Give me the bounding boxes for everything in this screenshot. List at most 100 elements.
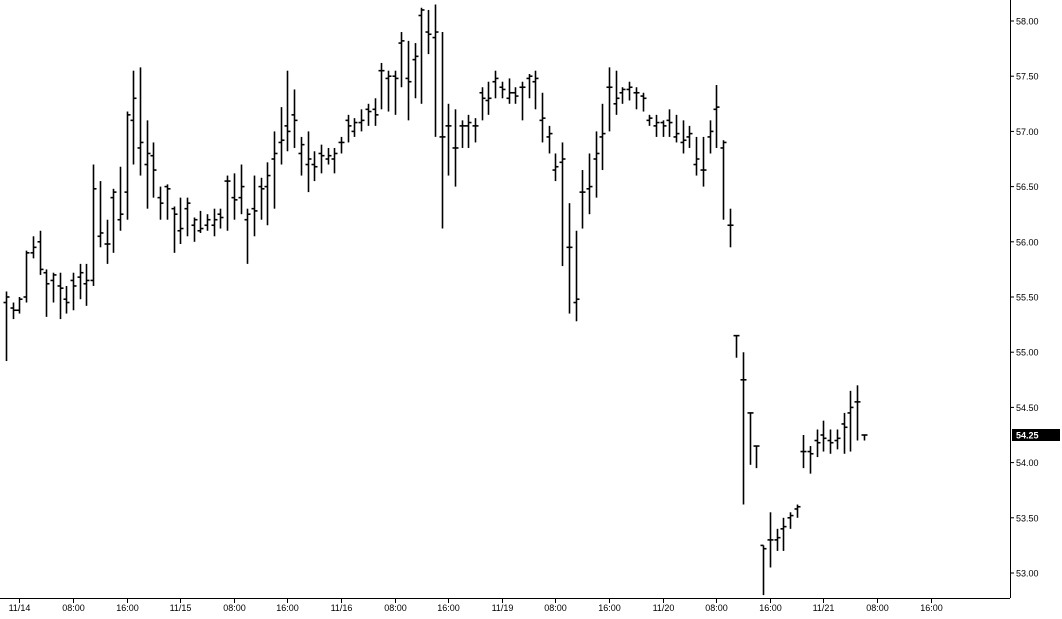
ohlc-bar — [83, 263, 90, 306]
ohlc-bar — [439, 32, 446, 229]
ohlc-bar — [305, 131, 312, 193]
last-price-marker: 54.25 — [1012, 429, 1060, 441]
ohlc-bar — [774, 528, 781, 551]
ohlc-bar — [465, 114, 472, 148]
ohlc-bar — [700, 136, 707, 187]
ohlc-bar — [519, 81, 526, 121]
ohlc-bar — [358, 109, 365, 132]
ohlc-bar — [351, 118, 358, 137]
ohlc-bar — [459, 120, 466, 148]
time-tick-label: 16:00 — [920, 603, 943, 613]
ohlc-bar — [331, 147, 338, 174]
ohlc-bar — [43, 269, 50, 317]
ohlc-bar — [485, 81, 492, 115]
ohlc-bar — [680, 120, 687, 154]
ohlc-bar — [686, 125, 693, 148]
time-tick-label: 08:00 — [705, 603, 728, 613]
ohlc-bar — [385, 70, 392, 112]
ohlc-bar — [539, 92, 546, 143]
price-bars — [3, 4, 868, 596]
price-tick-label: 54.50 — [1016, 403, 1039, 413]
time-tick-label: 16:00 — [759, 603, 782, 613]
ohlc-bar — [284, 70, 291, 152]
ohlc-bar — [753, 445, 760, 469]
ohlc-bar — [653, 114, 660, 137]
ohlc-bar — [794, 504, 801, 518]
ohlc-bar — [800, 435, 807, 469]
time-tick-label: 08:00 — [384, 603, 407, 613]
ohlc-bar — [171, 206, 178, 253]
ohlc-bar — [418, 7, 425, 104]
ohlc-bar — [16, 297, 23, 314]
ohlc-bar — [445, 103, 452, 176]
price-tick-label: 53.50 — [1016, 513, 1039, 523]
ohlc-bar — [50, 272, 57, 303]
ohlc-bar — [512, 87, 519, 104]
ohlc-bar — [847, 390, 854, 452]
ohlc-bar — [365, 103, 372, 126]
ohlc-bar — [30, 236, 37, 259]
ohlc-bar — [854, 385, 861, 441]
ohlc-bar — [660, 120, 667, 137]
ohlc-bar — [787, 512, 794, 529]
ohlc-bar — [37, 230, 44, 275]
ohlc-bar — [727, 208, 734, 248]
price-tick-label: 57.50 — [1016, 72, 1039, 82]
ohlc-bar — [372, 98, 379, 126]
ohlc-bar — [626, 81, 633, 101]
ohlc-bar — [3, 291, 10, 362]
ohlc-bar — [217, 208, 224, 229]
ohlc-bar — [97, 181, 104, 248]
ohlc-bar — [63, 285, 70, 314]
ohlc-bar — [827, 429, 834, 454]
ohlc-bar — [258, 177, 265, 220]
ohlc-bar — [378, 62, 385, 110]
ohlc-bar — [345, 114, 352, 143]
ohlc-bar — [613, 70, 620, 115]
ohlc-bar — [291, 89, 298, 148]
ohlc-bar — [238, 164, 245, 215]
ohlc-bar — [412, 43, 419, 99]
time-tick-label: 11/16 — [331, 603, 353, 613]
ohlc-bar — [184, 197, 191, 237]
ohlc-bar — [177, 197, 184, 245]
ohlc-bar — [807, 446, 814, 474]
ohlc-bar — [77, 263, 84, 300]
ohlc-bar — [124, 111, 131, 220]
ohlc-bar — [117, 166, 124, 231]
time-tick-label: 08:00 — [544, 603, 567, 613]
ohlc-bar — [204, 214, 211, 231]
ohlc-bar — [164, 184, 171, 220]
price-tick-label: 57.00 — [1016, 127, 1039, 137]
ohlc-bar — [579, 170, 586, 229]
ohlc-bar — [157, 186, 164, 220]
time-tick-label: 08:00 — [866, 603, 889, 613]
ohlc-bar — [130, 70, 137, 165]
ohlc-bar — [834, 429, 841, 450]
ohlc-bar — [492, 70, 499, 99]
ohlc-bar — [619, 87, 626, 104]
ohlc-bar — [191, 217, 198, 242]
ohlc-bar — [673, 114, 680, 143]
ohlc-bar — [733, 334, 740, 358]
ohlc-bar — [278, 107, 285, 165]
ohlc-bar — [197, 210, 204, 233]
ohlc-bar — [57, 272, 64, 320]
ohlc-bar — [633, 87, 640, 110]
time-tick-label: 16:00 — [598, 603, 621, 613]
ohlc-bar — [479, 87, 486, 121]
time-tick-label: 11/15 — [170, 603, 192, 613]
time-tick-label: 08:00 — [62, 603, 85, 613]
ohlc-bar — [606, 67, 613, 132]
ohlc-bar — [231, 173, 238, 220]
time-tick-label: 16:00 — [116, 603, 139, 613]
ohlc-bar — [137, 67, 144, 176]
ohlc-bar — [747, 412, 754, 465]
ohlc-bar — [23, 250, 30, 303]
time-tick-label: 11/14 — [9, 603, 31, 613]
price-tick-label: 53.00 — [1016, 569, 1039, 579]
ohlc-bar — [707, 120, 714, 154]
ohlc-bar — [70, 272, 77, 311]
ohlc-bar — [425, 9, 432, 55]
